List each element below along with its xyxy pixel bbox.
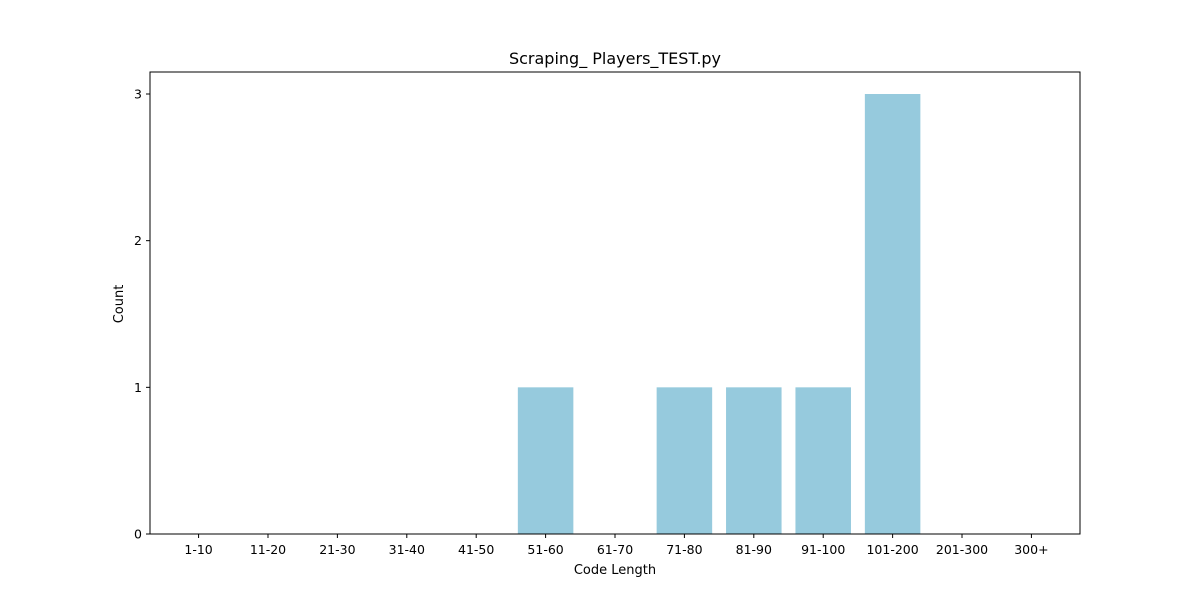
x-tick-label-6: 61-70: [597, 542, 633, 557]
x-tick-label-2: 21-30: [319, 542, 355, 557]
bar-8: [726, 387, 782, 534]
chart-title: Scraping_ Players_TEST.py: [509, 49, 721, 69]
x-tick-label-3: 31-40: [389, 542, 425, 557]
bar-10: [864, 94, 921, 534]
bar-5: [517, 387, 574, 534]
y-tick-label-3: 3: [134, 87, 142, 102]
x-tick-label-11: 201-300: [936, 542, 988, 557]
x-axis-label: Code Length: [574, 563, 656, 578]
x-tick-label-0: 1-10: [184, 542, 212, 557]
y-tick-label-0: 0: [134, 527, 142, 542]
x-tick-label-12: 300+: [1014, 542, 1048, 557]
x-tick-label-10: 101-200: [866, 542, 918, 557]
x-tick-label-8: 81-90: [736, 542, 772, 557]
y-ticks-group: 0 1 2 3: [134, 87, 150, 542]
x-tick-label-4: 41-50: [458, 542, 494, 557]
x-ticks-group: 1-10 11-20 21-30 31-40 41-50 51-60 61-70 71-80 8…: [184, 534, 1049, 557]
y-tick-label-1: 1: [134, 380, 142, 395]
bar-9: [795, 387, 851, 534]
bars-group: [517, 94, 921, 534]
bar-7: [656, 387, 713, 534]
y-tick-label-2: 2: [134, 233, 142, 248]
x-tick-label-5: 51-60: [527, 542, 563, 557]
x-tick-label-1: 11-20: [250, 542, 286, 557]
y-axis-label: Count: [112, 285, 127, 324]
x-tick-label-7: 71-80: [666, 542, 702, 557]
plot-frame: [149, 71, 1081, 535]
x-tick-label-9: 91-100: [801, 542, 845, 557]
